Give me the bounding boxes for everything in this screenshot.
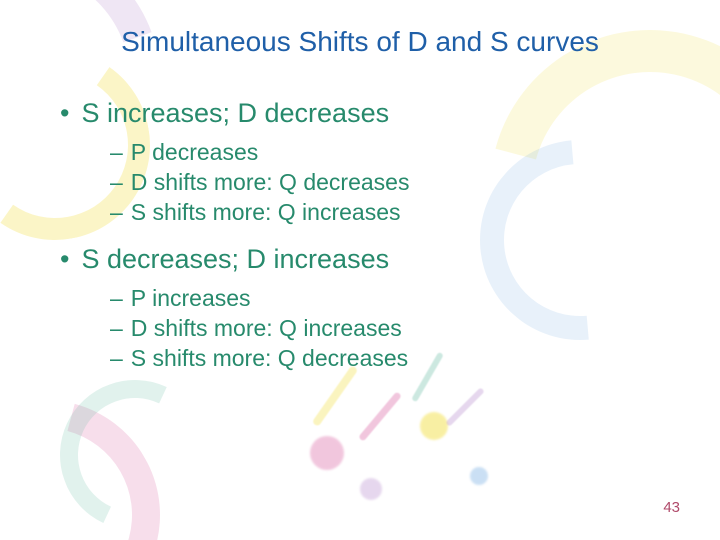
slide-content: Simultaneous Shifts of D and S curves S … [0, 0, 720, 540]
bullet-text: S shifts more: Q increases [131, 199, 401, 226]
bullet-text: S shifts more: Q decreases [131, 345, 408, 372]
bullet-level2: D shifts more: Q decreases [110, 169, 688, 196]
slide-title: Simultaneous Shifts of D and S curves [32, 26, 688, 58]
bullet-text: S decreases; D increases [81, 244, 389, 275]
bullet-text: D shifts more: Q increases [131, 315, 402, 342]
bullet-level2: D shifts more: Q increases [110, 315, 688, 342]
bullet-text: S increases; D decreases [81, 98, 389, 129]
bullet-level2: S shifts more: Q increases [110, 199, 688, 226]
bullet-text: D shifts more: Q decreases [131, 169, 410, 196]
bullet-text: P increases [131, 285, 251, 312]
bullet-level2: P increases [110, 285, 688, 312]
bullet-text: P decreases [131, 139, 258, 166]
page-number: 43 [663, 499, 680, 516]
bullet-level1: S increases; D decreases [60, 98, 688, 129]
bullet-level1: S decreases; D increases [60, 244, 688, 275]
bullet-level2: P decreases [110, 139, 688, 166]
bullet-level2: S shifts more: Q decreases [110, 345, 688, 372]
